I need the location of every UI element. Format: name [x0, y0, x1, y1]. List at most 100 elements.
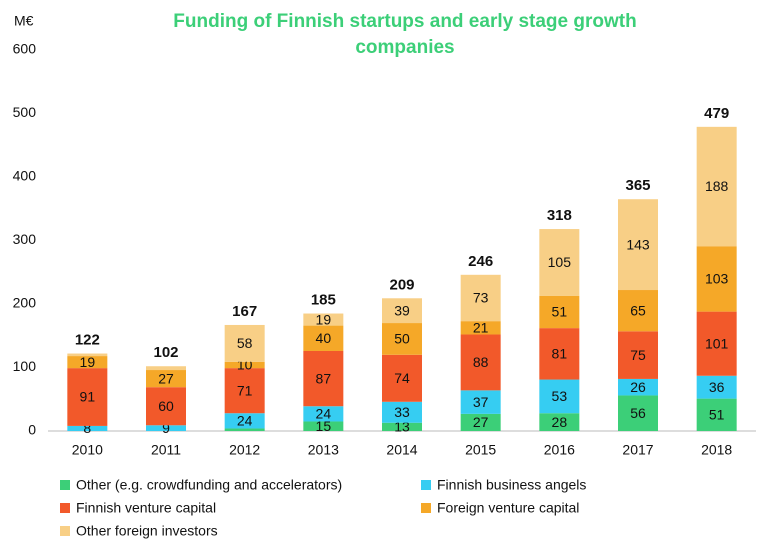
total-label: 365 — [625, 177, 650, 194]
bar-segment — [618, 395, 658, 431]
data-label: 19 — [316, 311, 332, 327]
total-label: 102 — [153, 344, 178, 361]
data-label: 19 — [80, 354, 96, 370]
bar-segment — [460, 334, 501, 391]
bar-segment — [382, 401, 422, 423]
y-tick-label: 100 — [13, 358, 37, 374]
bar-segment — [303, 421, 344, 431]
data-label: 56 — [630, 405, 646, 421]
data-label: 87 — [316, 370, 332, 386]
total-label: 122 — [75, 331, 100, 348]
legend-label: Other foreign investors — [76, 523, 218, 539]
bar-segment — [146, 370, 186, 388]
data-label: 188 — [705, 178, 729, 194]
data-label: 60 — [158, 398, 174, 414]
x-tick-label: 2011 — [151, 442, 181, 458]
bar-segment — [382, 323, 422, 355]
legend-swatch — [60, 526, 70, 536]
data-label: 50 — [394, 331, 410, 347]
x-tick-label: 2015 — [465, 442, 496, 458]
bar-segment — [460, 390, 501, 414]
data-label: 74 — [394, 370, 410, 386]
data-label: 36 — [709, 379, 725, 395]
data-label: 143 — [626, 236, 650, 252]
total-label: 167 — [232, 303, 257, 320]
bar-segment — [382, 298, 422, 324]
y-tick-label: 500 — [13, 104, 37, 120]
data-label: 27 — [158, 370, 174, 386]
data-label: 27 — [473, 414, 489, 430]
x-tick-label: 2013 — [308, 442, 339, 458]
data-label: 15 — [316, 418, 332, 434]
y-tick-label: 600 — [13, 41, 37, 57]
bar-segment — [696, 375, 737, 399]
total-label: 185 — [311, 291, 336, 308]
data-label: 9 — [162, 420, 170, 436]
data-label: 8 — [83, 420, 91, 436]
legend-label: Finnish venture capital — [76, 500, 216, 516]
bar-segment — [67, 356, 108, 369]
data-label: 88 — [473, 354, 489, 370]
data-label: 91 — [80, 389, 96, 405]
bar-segment — [303, 350, 344, 407]
data-label: 53 — [552, 388, 568, 404]
data-label: 33 — [394, 404, 410, 420]
bar-segment — [67, 425, 108, 431]
legend-swatch — [421, 480, 431, 490]
chart-title: companies — [355, 37, 454, 58]
legend-swatch — [421, 503, 431, 513]
bar-segment — [303, 313, 344, 326]
bar-segment — [618, 290, 658, 332]
y-tick-label: 0 — [28, 422, 36, 438]
y-tick-label: 300 — [13, 231, 37, 247]
data-label: 105 — [548, 254, 572, 270]
data-label: 73 — [473, 290, 489, 306]
data-label: 58 — [237, 335, 253, 351]
x-tick-label: 2016 — [544, 442, 575, 458]
bar-segment — [224, 361, 265, 369]
bar-segment — [146, 387, 186, 426]
bar-segment — [460, 274, 501, 322]
bar-segment — [539, 328, 580, 380]
bar-segment — [460, 321, 501, 335]
data-label: 81 — [552, 346, 568, 362]
bar-segment — [67, 353, 108, 357]
bar-segment — [146, 366, 186, 371]
bar-segment — [539, 413, 580, 431]
data-label: 103 — [705, 271, 729, 287]
x-tick-label: 2010 — [72, 442, 103, 458]
bar-segment — [303, 325, 344, 351]
data-label: 101 — [705, 335, 729, 351]
data-label: 24 — [316, 406, 332, 422]
legend-label: Foreign venture capital — [437, 500, 579, 516]
total-label: 479 — [704, 105, 729, 122]
bar-segment — [303, 406, 344, 422]
bar-segment — [539, 295, 580, 329]
bar-segment — [696, 246, 737, 312]
data-label: 28 — [552, 414, 568, 430]
bar-segment — [618, 199, 658, 291]
bar-segment — [382, 422, 422, 431]
legend-swatch — [60, 480, 70, 490]
bar-segment — [146, 425, 186, 431]
bar-segment — [696, 126, 737, 247]
data-label: 26 — [630, 379, 646, 395]
bar-segment — [224, 368, 265, 414]
data-label: 37 — [473, 394, 489, 410]
total-label: 318 — [547, 207, 572, 224]
bar-segment — [224, 324, 265, 362]
data-label: 24 — [237, 413, 253, 429]
data-label: 21 — [473, 320, 489, 336]
bar-segment — [67, 368, 108, 426]
legend-swatch — [60, 503, 70, 513]
data-label: 39 — [394, 302, 410, 318]
legend-label: Finnish business angels — [437, 477, 586, 493]
y-tick-label: 200 — [13, 295, 37, 311]
bar-segment — [696, 398, 737, 431]
data-label: 40 — [316, 330, 332, 346]
data-label: 75 — [630, 347, 646, 363]
x-tick-label: 2014 — [386, 442, 417, 458]
bar-segment — [539, 379, 580, 414]
x-tick-label: 2018 — [701, 442, 732, 458]
data-label: 51 — [552, 304, 568, 320]
